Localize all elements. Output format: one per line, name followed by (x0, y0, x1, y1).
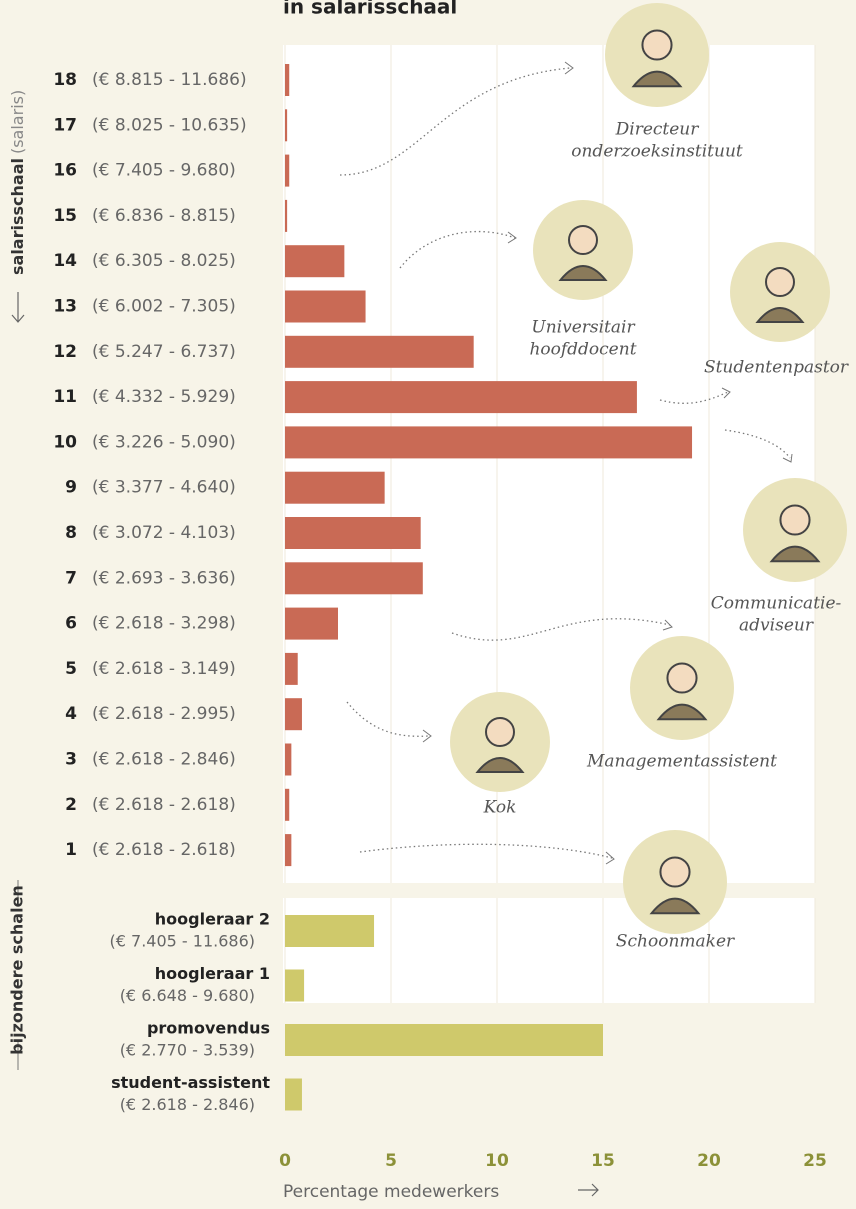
icon-head (642, 30, 671, 59)
bar (285, 789, 289, 821)
bar (285, 1024, 603, 1056)
x-tick-label: 5 (385, 1151, 397, 1171)
occupation-label: Communicatie- (711, 594, 842, 614)
range-label: (€ 2.618 - 3.149) (92, 659, 236, 679)
scale-label: 18 (53, 70, 77, 90)
bar (285, 291, 366, 323)
chart-title: in salarisschaal (283, 0, 457, 19)
x-arrow (578, 1184, 598, 1196)
bar (285, 1079, 302, 1111)
bar (285, 653, 298, 685)
range-label: (€ 6.648 - 9.680) (120, 986, 255, 1005)
scale-label: 9 (65, 478, 77, 498)
range-label: (€ 7.405 - 9.680) (92, 161, 236, 181)
range-label: (€ 2.618 - 2.846) (120, 1095, 255, 1114)
icon-head (660, 857, 689, 886)
scale-label: 5 (65, 659, 77, 679)
icon-head (486, 718, 514, 746)
x-tick-label: 0 (279, 1151, 291, 1171)
bar (285, 608, 338, 640)
scale-label: 12 (53, 342, 77, 362)
bar (285, 155, 289, 187)
scale-label: 17 (53, 115, 77, 135)
range-label: (€ 2.618 - 2.995) (92, 704, 236, 724)
scale-label: student-assistent (111, 1073, 270, 1092)
range-label: (€ 6.002 - 7.305) (92, 297, 236, 317)
bar (285, 336, 474, 368)
y-axis-title-note: (salaris) (8, 90, 27, 154)
bar (285, 472, 385, 504)
occupation-label: hoofddocent (529, 340, 636, 360)
bar (285, 64, 289, 96)
range-label: (€ 2.618 - 2.846) (92, 750, 236, 770)
range-label: (€ 2.618 - 2.618) (92, 840, 236, 860)
bar (285, 698, 302, 730)
range-label: (€ 5.247 - 6.737) (92, 342, 236, 362)
icon-head (569, 226, 597, 254)
bar (285, 200, 287, 232)
occupation-label: adviseur (739, 616, 814, 636)
range-label: (€ 2.693 - 3.636) (92, 568, 236, 588)
panel (283, 898, 815, 1003)
occupation-label: Managementassistent (586, 752, 777, 772)
scale-label: 6 (65, 614, 77, 634)
range-label: (€ 6.305 - 8.025) (92, 251, 236, 271)
scale-label: 8 (65, 523, 77, 543)
range-label: (€ 2.618 - 2.618) (92, 795, 236, 815)
y-axis-title: salarisschaal (salaris) (8, 90, 27, 275)
x-tick-label: 15 (591, 1151, 615, 1171)
range-label: (€ 6.836 - 8.815) (92, 206, 236, 226)
y-axis-title: bijzondere schalen (8, 885, 27, 1055)
range-label: (€ 2.618 - 3.298) (92, 614, 236, 634)
scale-label: 1 (65, 840, 77, 860)
bar (285, 834, 291, 866)
scale-label: 15 (53, 206, 77, 226)
scale-label: 10 (53, 432, 77, 452)
bar (285, 744, 291, 776)
y-arrow (12, 292, 24, 322)
scale-label: 3 (65, 750, 77, 770)
bar (285, 562, 423, 594)
scale-label: 11 (53, 387, 77, 407)
icon-head (780, 505, 809, 534)
occupation-label: Universitair (531, 318, 635, 338)
range-label: (€ 8.025 - 10.635) (92, 115, 247, 135)
y-axis-title-main: salarisschaal (8, 158, 27, 275)
x-tick-label: 25 (803, 1151, 827, 1171)
bar (285, 426, 692, 458)
x-axis-title: Percentage medewerkers (283, 1182, 499, 1202)
bar (285, 109, 287, 141)
occupation-label: Kok (483, 798, 517, 818)
bar (285, 915, 374, 947)
occupation-label: Schoonmaker (616, 932, 735, 952)
range-label: (€ 3.226 - 5.090) (92, 432, 236, 452)
icon-head (766, 268, 794, 296)
icon-head (667, 663, 696, 692)
scale-label: 2 (65, 795, 77, 815)
scale-label: promovendus (147, 1019, 270, 1038)
range-label: (€ 3.072 - 4.103) (92, 523, 236, 543)
infographic: in salarisschaal Directeuronderzoeksinst… (0, 0, 856, 1209)
bar (285, 245, 344, 277)
scale-label: 14 (53, 251, 77, 271)
x-tick-label: 10 (485, 1151, 509, 1171)
range-label: (€ 3.377 - 4.640) (92, 478, 236, 498)
occupation-label: onderzoeksinstituut (571, 142, 743, 162)
bar (285, 517, 421, 549)
range-label: (€ 8.815 - 11.686) (92, 70, 247, 90)
scale-label: 4 (65, 704, 77, 724)
range-label: (€ 7.405 - 11.686) (110, 932, 255, 951)
scale-label: hoogleraar 2 (155, 910, 270, 929)
scale-label: hoogleraar 1 (155, 964, 270, 983)
bar (285, 970, 304, 1002)
bar (285, 381, 637, 413)
scale-label: 16 (53, 161, 77, 181)
occupation-label: Directeur (615, 120, 700, 140)
range-label: (€ 4.332 - 5.929) (92, 387, 236, 407)
occupation-label: Studentenpastor (704, 358, 849, 378)
scale-label: 13 (53, 297, 77, 317)
range-label: (€ 2.770 - 3.539) (120, 1041, 255, 1060)
scale-label: 7 (65, 568, 77, 588)
x-tick-label: 20 (697, 1151, 721, 1171)
